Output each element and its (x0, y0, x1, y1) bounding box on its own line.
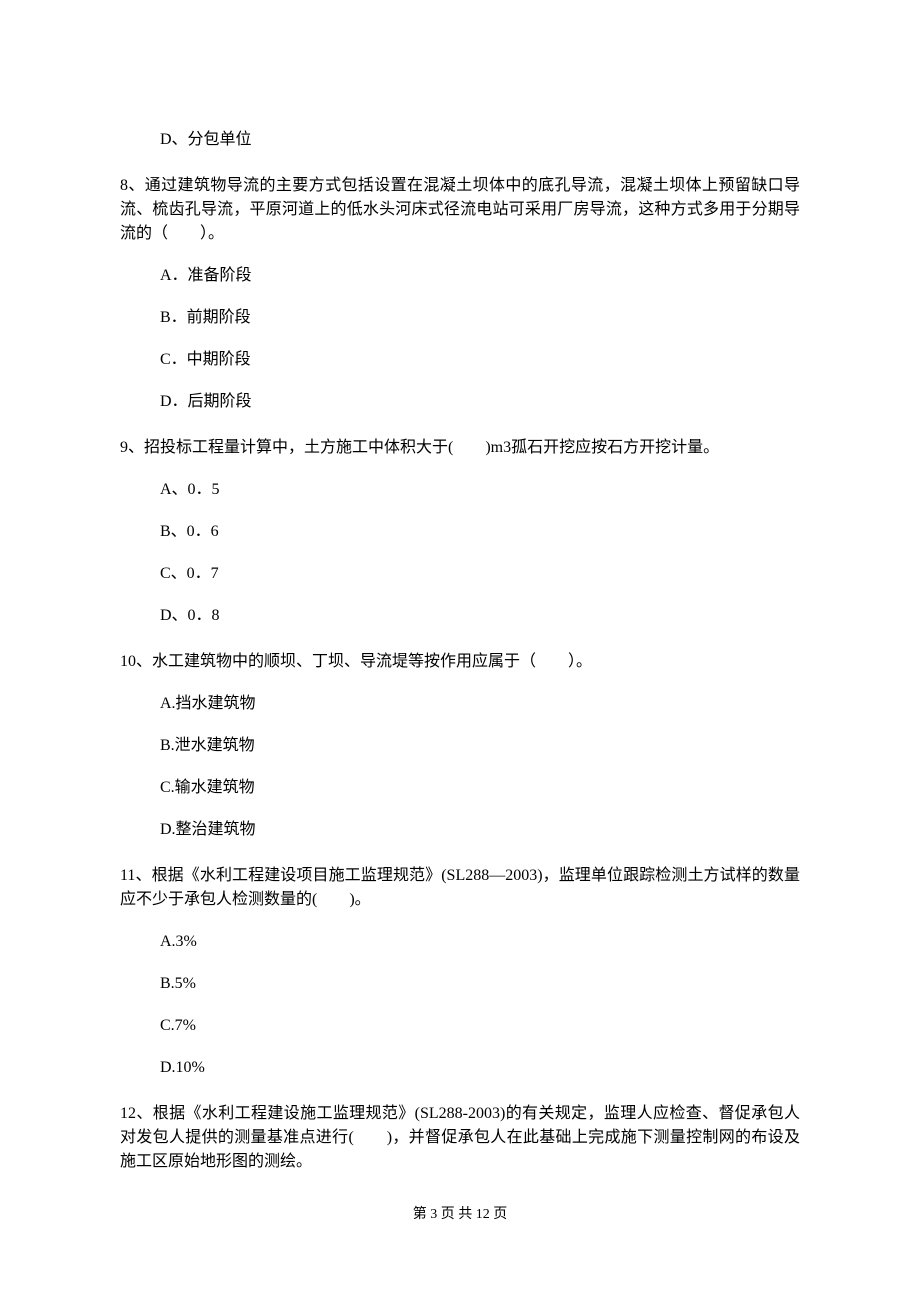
q10-stem: 10、水工建筑物中的顺坝、丁坝、导流堤等按作用应属于（ ）。 (120, 650, 800, 674)
q8-option-b: B．前期阶段 (120, 306, 800, 330)
q8-option-d: D．后期阶段 (120, 390, 800, 414)
q11-option-a: A.3% (120, 930, 800, 954)
q8-option-a: A．准备阶段 (120, 264, 800, 288)
q9-option-d: D、0．8 (120, 604, 800, 628)
q9-option-b: B、0．6 (120, 520, 800, 544)
document-page: D、分包单位 8、通过建筑物导流的主要方式包括设置在混凝土坝体中的底孔导流，混凝… (0, 0, 920, 1255)
q9-stem: 9、招投标工程量计算中，土方施工中体积大于( )m3孤石开挖应按石方开挖计量。 (120, 436, 800, 460)
q9-option-a: A、0．5 (120, 478, 800, 502)
q9-option-c: C、0．7 (120, 562, 800, 586)
q8-stem: 8、通过建筑物导流的主要方式包括设置在混凝土坝体中的底孔导流，混凝土坝体上预留缺… (120, 174, 800, 246)
q10-option-a: A.挡水建筑物 (120, 692, 800, 716)
q10-option-d: D.整治建筑物 (120, 818, 800, 842)
q10-option-c: C.输水建筑物 (120, 776, 800, 800)
q11-option-d: D.10% (120, 1056, 800, 1080)
q11-option-b: B.5% (120, 972, 800, 996)
q7-option-d: D、分包单位 (120, 128, 800, 152)
q8-option-c: C．中期阶段 (120, 348, 800, 372)
q11-option-c: C.7% (120, 1014, 800, 1038)
page-footer: 第 3 页 共 12 页 (120, 1204, 800, 1225)
q10-option-b: B.泄水建筑物 (120, 734, 800, 758)
q12-stem: 12、根据《水利工程建设施工监理规范》(SL288-2003)的有关规定，监理人… (120, 1102, 800, 1174)
q11-stem: 11、根据《水利工程建设项目施工监理规范》(SL288—2003)，监理单位跟踪… (120, 864, 800, 912)
